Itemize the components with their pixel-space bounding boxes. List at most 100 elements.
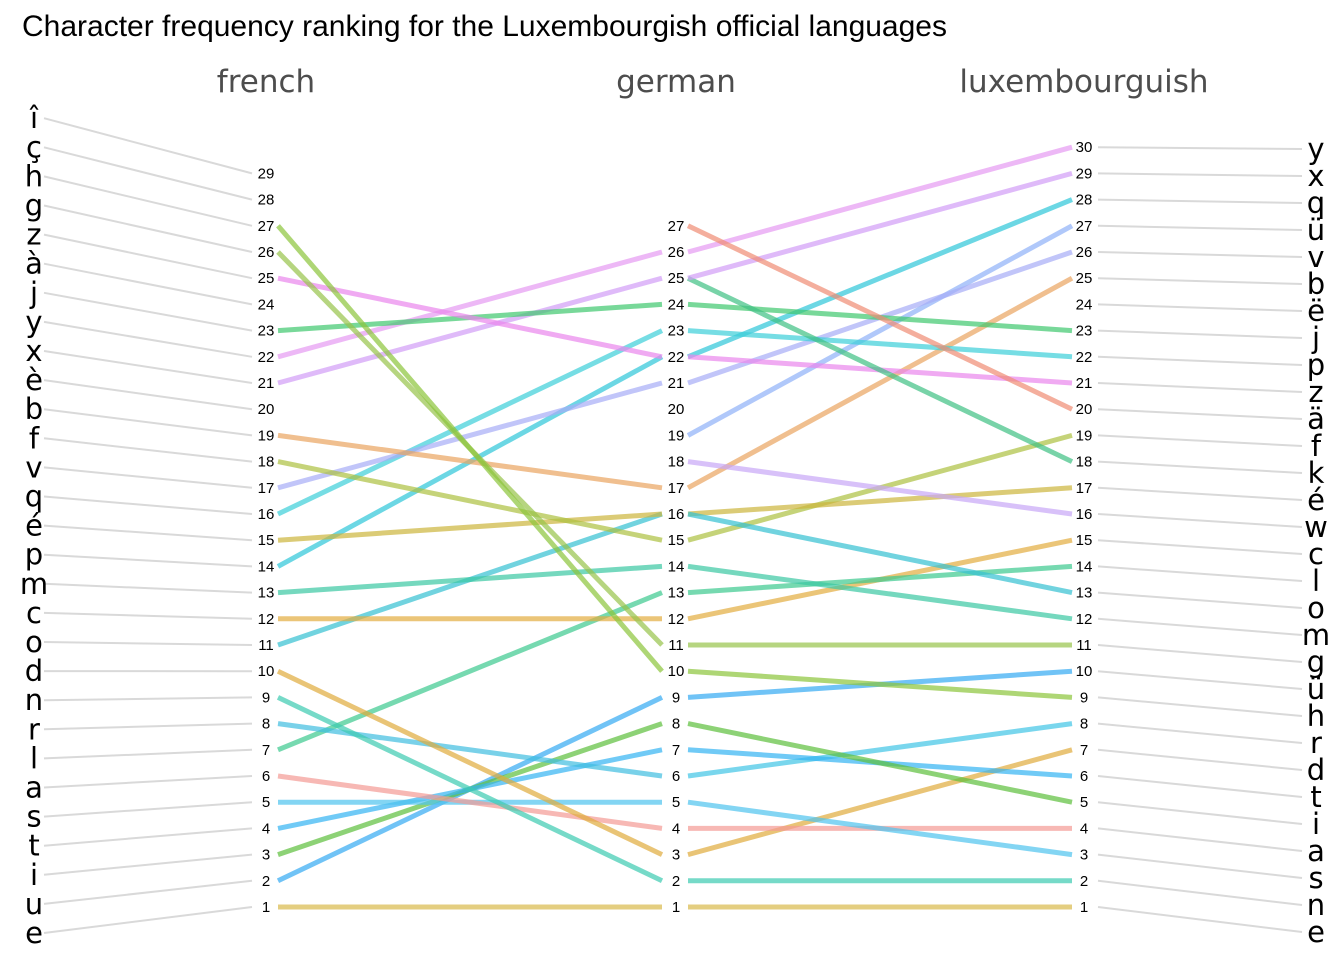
left-letter: q xyxy=(25,480,43,514)
rank-label-french: 5 xyxy=(262,794,270,811)
right-connector xyxy=(1097,748,1303,771)
right-connector xyxy=(1097,827,1303,852)
rank-label-german: 23 xyxy=(668,323,685,340)
rank-label-french: 11 xyxy=(258,637,274,654)
left-connector xyxy=(43,320,253,358)
right-connector xyxy=(1097,617,1303,636)
rank-label-french: 6 xyxy=(262,768,270,785)
left-letter: h xyxy=(25,159,43,193)
right-letter: a xyxy=(1307,834,1325,868)
rank-label-german: 5 xyxy=(672,794,680,811)
rank-label-french: 29 xyxy=(258,165,275,182)
right-letter: i xyxy=(1312,807,1320,841)
rank-label-luxembourguish: 12 xyxy=(1076,611,1093,628)
left-letter: m xyxy=(20,567,48,601)
left-connector xyxy=(43,722,253,731)
rank-label-luxembourguish: 24 xyxy=(1076,296,1093,313)
rank-label-german: 1 xyxy=(672,899,680,916)
rank-label-luxembourguish: 16 xyxy=(1076,506,1093,523)
rank-label-luxembourguish: 15 xyxy=(1076,532,1093,549)
rank-label-luxembourguish: 9 xyxy=(1080,689,1088,706)
rank-label-french: 4 xyxy=(262,820,270,837)
left-connector xyxy=(43,801,253,818)
segment-german-luxembourguish xyxy=(687,563,1073,622)
rank-label-french: 18 xyxy=(258,454,275,471)
right-letter: q xyxy=(1307,186,1325,220)
rank-label-french: 24 xyxy=(258,296,275,313)
rank-label-french: 21 xyxy=(258,375,275,392)
right-letter: o xyxy=(1307,591,1325,625)
right-letter: j xyxy=(1311,321,1320,355)
segment-german-luxembourguish xyxy=(687,459,1073,517)
left-letter: o xyxy=(25,625,43,659)
rank-label-french: 22 xyxy=(258,349,275,366)
right-letter: k xyxy=(1308,456,1325,490)
rank-label-luxembourguish: 10 xyxy=(1076,663,1093,680)
rank-label-german: 18 xyxy=(668,454,685,471)
left-connector xyxy=(43,408,253,437)
rank-label-german: 8 xyxy=(672,716,680,733)
right-letter: é xyxy=(1307,483,1325,517)
segment-french-german xyxy=(277,275,663,360)
left-letter: a xyxy=(25,771,43,805)
right-letter: ä xyxy=(1307,402,1325,436)
rank-label-luxembourguish: 25 xyxy=(1076,270,1093,287)
rank-label-french: 7 xyxy=(262,742,270,759)
segment-french-german xyxy=(277,721,663,779)
right-connector xyxy=(1097,460,1303,474)
rank-label-german: 26 xyxy=(668,244,685,261)
segment-french-german xyxy=(277,432,663,491)
left-connector xyxy=(43,879,253,905)
rank-label-luxembourguish: 18 xyxy=(1076,454,1093,471)
right-letter: ü xyxy=(1307,672,1325,706)
rank-label-luxembourguish: 8 xyxy=(1080,716,1088,733)
rank-label-german: 2 xyxy=(672,873,680,890)
rank-label-french: 17 xyxy=(258,480,275,497)
left-letter: f xyxy=(29,421,40,455)
right-letter: ü xyxy=(1307,213,1325,247)
rank-label-french: 19 xyxy=(258,427,275,444)
rank-label-luxembourguish: 19 xyxy=(1076,427,1093,444)
segment-french-german xyxy=(277,563,663,596)
left-letter: i xyxy=(30,858,38,892)
rank-label-german: 21 xyxy=(668,375,685,392)
segment-french-german xyxy=(277,773,663,831)
left-connector xyxy=(43,553,253,568)
right-connector xyxy=(1097,146,1303,150)
left-letter: r xyxy=(28,712,40,746)
rank-label-luxembourguish: 29 xyxy=(1076,165,1093,182)
rank-label-luxembourguish: 6 xyxy=(1080,768,1088,785)
right-letter: c xyxy=(1308,537,1324,571)
left-connector xyxy=(43,466,253,489)
right-connector xyxy=(1097,355,1303,366)
left-connector xyxy=(43,696,253,702)
segment-german-luxembourguish xyxy=(687,170,1073,281)
column-label-french: french xyxy=(217,64,315,100)
right-letter: l xyxy=(1312,564,1320,598)
left-letter: x xyxy=(25,334,42,368)
right-letter: r xyxy=(1310,726,1322,760)
column-label-luxembourguish: luxembourguish xyxy=(959,64,1208,100)
rank-label-luxembourguish: 7 xyxy=(1080,742,1088,759)
right-letter: ë xyxy=(1307,294,1325,328)
rank-label-german: 15 xyxy=(668,532,685,549)
left-letter: e xyxy=(25,916,43,950)
right-letter: s xyxy=(1308,861,1323,895)
right-connector xyxy=(1097,853,1303,879)
rank-label-french: 26 xyxy=(258,244,275,261)
left-letter: j xyxy=(29,276,38,310)
left-letter: p xyxy=(25,538,43,572)
right-letter: g xyxy=(1307,645,1325,679)
right-connector xyxy=(1097,670,1303,690)
right-connector xyxy=(1097,775,1303,798)
rank-label-german: 6 xyxy=(672,768,680,785)
left-connector xyxy=(43,350,253,384)
right-letter: h xyxy=(1307,699,1325,733)
right-connector xyxy=(1097,513,1303,528)
right-letter: m xyxy=(1302,618,1330,652)
chart-title: Character frequency ranking for the Luxe… xyxy=(22,10,947,43)
rank-label-luxembourguish: 27 xyxy=(1076,218,1093,235)
right-letter: f xyxy=(1311,429,1322,463)
rank-label-french: 2 xyxy=(262,873,270,890)
segment-german-luxembourguish xyxy=(687,144,1073,255)
